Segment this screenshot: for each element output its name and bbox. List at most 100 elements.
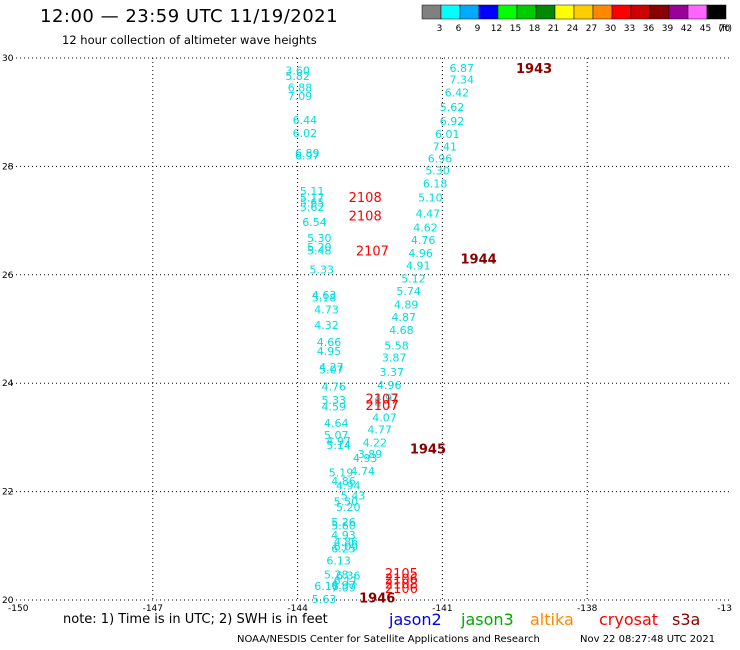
cryosat-data-label: 5.30 xyxy=(425,165,450,178)
timestamp-text: Nov 22 08:27:48 UTC 2021 xyxy=(580,634,716,645)
cryosat-data-label: 4.87 xyxy=(392,311,417,324)
legend-tick-label: 12 xyxy=(491,24,502,34)
legend-swatch xyxy=(478,4,499,20)
y-tick-label: 22 xyxy=(2,488,13,498)
cryosat-data-label: 2108 xyxy=(349,191,382,206)
legend-swatch xyxy=(554,4,575,20)
cryosat-data-label: 5.14 xyxy=(326,439,351,452)
x-tick-label: -13 xyxy=(717,604,732,614)
cryosat-data-label: 4.96 xyxy=(408,247,433,260)
cryosat-data-label: 4.66 xyxy=(317,336,342,349)
legend-swatch xyxy=(421,4,442,20)
cryosat-data-label: 4.73 xyxy=(314,303,339,316)
cryosat-data-label: 5.07 xyxy=(319,364,344,377)
cryosat-data-label: 6.25 xyxy=(331,543,356,556)
legend-tick-label: 45 xyxy=(700,24,711,34)
cryosat-data-label: 4.91 xyxy=(375,392,400,405)
cryosat-data-label: 5.48 xyxy=(307,244,332,257)
cryosat-data-label: 2106 xyxy=(385,582,418,597)
cryosat-data-label: 5.28 xyxy=(324,569,349,582)
cryosat-data-label: 4.97 xyxy=(326,435,351,448)
cryosat-data-label: 4.77 xyxy=(367,423,392,436)
cryosat-data-label: 4.76 xyxy=(411,234,436,247)
legend-tick-label: 9 xyxy=(475,24,481,34)
cryosat-data-label: 6.87 xyxy=(449,62,474,75)
cryosat-data-label: 6.97 xyxy=(331,579,356,592)
y-tick-label: 26 xyxy=(2,271,14,281)
cryosat-data-label: 6.09 xyxy=(334,540,359,553)
cryosat-data-label: 5.33 xyxy=(322,394,347,407)
cryosat-data-label: 4.59 xyxy=(322,401,347,414)
satellite-cryosat-label: cryosat xyxy=(599,610,659,629)
x-tick-label: -144 xyxy=(287,604,308,614)
cryosat-data-label: 6.11 xyxy=(334,574,359,587)
chart-subtitle: 12 hour collection of altimeter wave hei… xyxy=(62,33,317,47)
cryosat-data-label: 7.09 xyxy=(288,90,313,103)
legend-tick-label: 70 xyxy=(719,24,731,34)
cryosat-data-label: 5.62 xyxy=(300,201,325,214)
legend-tick-label: 30 xyxy=(605,24,617,34)
tick-label-layer: -150 -147 -144 -141 -138 -13 20 22 24 26 28 30 xyxy=(2,54,732,614)
cryosat-data-label: 4.22 xyxy=(363,436,388,449)
cryosat-data-label: 5.26 xyxy=(331,516,356,529)
s3a-data-label: 1943 xyxy=(516,62,552,77)
legend-tick-label: 21 xyxy=(548,24,559,34)
cryosat-data-label: 4.27 xyxy=(319,361,344,374)
cryosat-data-label: 4.74 xyxy=(351,465,376,478)
cryosat-data-label: 5.20 xyxy=(336,501,361,514)
legend-swatch xyxy=(592,4,613,20)
cryosat-data-label: 5.19 xyxy=(329,467,354,480)
satellite-s3a-label: s3a xyxy=(672,610,701,629)
legend-unit-label: (ft) xyxy=(718,24,732,34)
legend-tick-label: 42 xyxy=(681,24,692,34)
x-tick-label: -147 xyxy=(143,604,163,614)
legend-tick-label: 27 xyxy=(586,24,597,34)
cryosat-data-label: 5.11 xyxy=(300,185,325,198)
cryosat-data-label: 4.68 xyxy=(389,324,414,337)
cryosat-data-label: 7.41 xyxy=(433,140,458,153)
footer-note: note: 1) Time is in UTC; 2) SWH is in fe… xyxy=(63,612,328,627)
cryosat-data-label: 5.17 xyxy=(300,191,325,204)
legend-tick-label: 15 xyxy=(510,24,521,34)
cryosat-data-label: 2107 xyxy=(366,392,399,407)
x-tick-label: -150 xyxy=(8,604,29,614)
cryosat-data-label: 5.43 xyxy=(341,489,366,502)
y-tick-label: 28 xyxy=(2,162,14,172)
legend-tick-label: 39 xyxy=(662,24,674,34)
cryosat-data-label: 5.12 xyxy=(401,273,426,286)
legend-swatch xyxy=(687,4,708,20)
legend-swatch xyxy=(630,4,651,20)
satellite-jason3-label: jason3 xyxy=(461,610,514,629)
cryosat-data-label: 6.44 xyxy=(293,114,318,127)
cryosat-data-label: 2106 xyxy=(385,572,418,587)
legend-tick-label: 3 xyxy=(437,24,443,34)
s3a-data-label: 1944 xyxy=(461,253,497,268)
y-tick-label: 24 xyxy=(2,379,14,389)
legend-swatch xyxy=(668,4,689,20)
cryosat-data-label: 4.89 xyxy=(394,299,419,312)
data-label-layer: 3.605.826.887.096.446.026.896.975.115.17… xyxy=(285,62,552,607)
legend-swatch xyxy=(611,4,632,20)
cryosat-data-label: 6.13 xyxy=(326,554,351,567)
cryosat-data-label: 3.37 xyxy=(379,366,404,379)
cryosat-data-label: 6.02 xyxy=(293,127,318,140)
color-legend: 3 6 9 12 15 18 21 24 27 30 33 36 39 42 45 70(ft) xyxy=(421,4,732,34)
legend-tick-label: 24 xyxy=(567,24,579,34)
cryosat-data-label: 4.95 xyxy=(317,345,342,358)
cryosat-data-label: 4.96 xyxy=(377,379,402,392)
cryosat-data-label: 4.86 xyxy=(334,535,359,548)
legend-tick-label: 6 xyxy=(456,24,462,34)
x-tick-label: -138 xyxy=(577,604,598,614)
cryosat-data-label: 5.60 xyxy=(331,520,356,533)
legend-swatch xyxy=(497,4,518,20)
cryosat-data-label: 3.89 xyxy=(358,448,383,461)
cryosat-data-label: 4.32 xyxy=(314,319,339,332)
legend-tick-label: 18 xyxy=(529,24,541,34)
cryosat-data-label: 5.50 xyxy=(334,495,359,508)
chart-title: 12:00 — 23:59 UTC 11/19/2021 xyxy=(40,6,339,27)
credit-text: NOAA/NESDIS Center for Satellite Applica… xyxy=(237,634,540,645)
cryosat-data-label: 6.92 xyxy=(440,115,465,128)
cryosat-data-label: 6.96 xyxy=(428,152,453,165)
cryosat-data-label: 6.97 xyxy=(295,150,320,163)
